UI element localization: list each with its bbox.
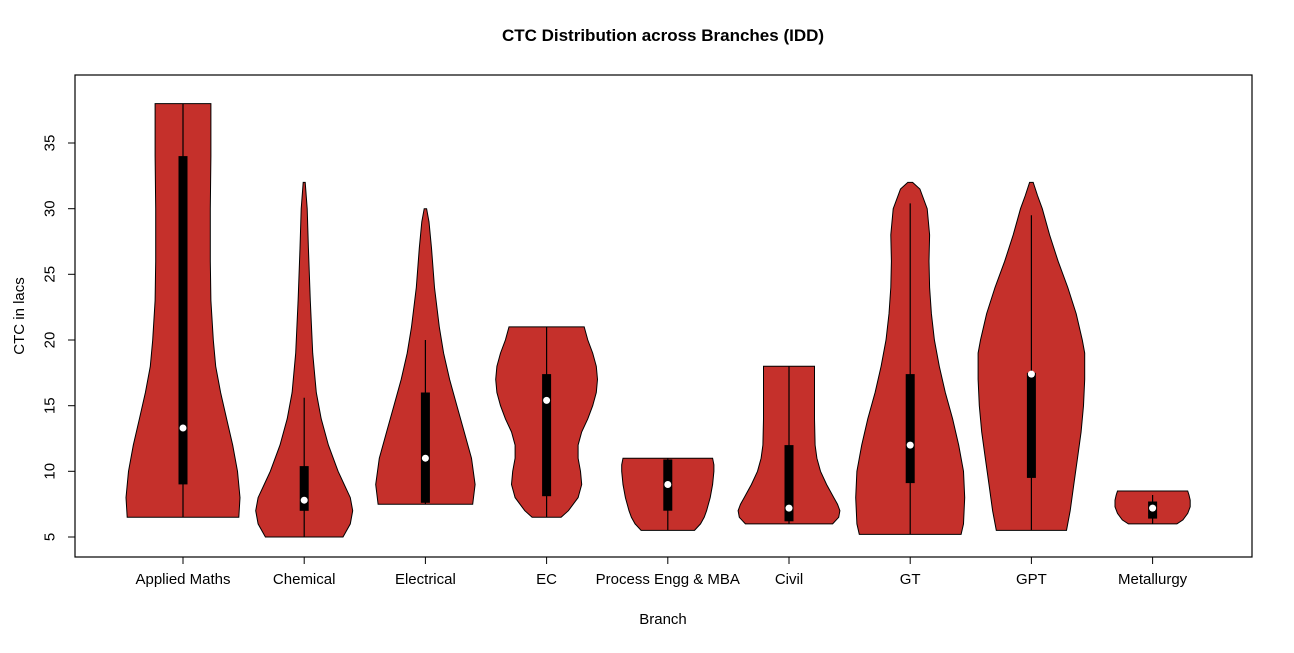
iqr-box-gpt bbox=[1026, 372, 1036, 478]
x-tick-label-civil: Civil bbox=[775, 571, 803, 588]
x-tick-label-gt: GT bbox=[900, 571, 921, 588]
median-dot-ec bbox=[543, 396, 551, 404]
median-dot-electrical bbox=[421, 454, 429, 462]
median-dot-gt bbox=[906, 441, 914, 449]
median-dot-applied-maths bbox=[179, 424, 187, 432]
y-tick-label-5: 5 bbox=[42, 533, 59, 541]
median-dot-civil bbox=[785, 504, 793, 512]
y-tick-label-10: 10 bbox=[42, 463, 59, 480]
x-tick-label-chemical: Chemical bbox=[273, 571, 336, 588]
plot-border bbox=[74, 74, 1253, 558]
iqr-box-ec bbox=[542, 374, 552, 497]
y-tick-label-35: 35 bbox=[42, 135, 59, 152]
x-tick-label-applied-maths: Applied Maths bbox=[135, 571, 230, 588]
iqr-box-applied-maths bbox=[178, 156, 188, 485]
x-tick-label-electrical: Electrical bbox=[395, 571, 456, 588]
median-dot-gpt bbox=[1027, 370, 1035, 378]
iqr-box-electrical bbox=[420, 392, 430, 503]
y-axis-title: CTC in lacs bbox=[11, 277, 28, 355]
y-tick-label-15: 15 bbox=[42, 397, 59, 414]
median-dot-process-engg-mba bbox=[664, 481, 672, 488]
violin-shape-chemical bbox=[255, 181, 354, 538]
iqr-box-gt bbox=[905, 374, 915, 484]
x-tick-label-gpt: GPT bbox=[1016, 571, 1047, 588]
iqr-box-chemical bbox=[299, 466, 309, 511]
plot-layer: Applied Maths Chemical Electrical EC Process… bbox=[42, 74, 1253, 588]
median-dot-chemical bbox=[300, 496, 308, 504]
chart-title: CTC Distribution across Branches (IDD) bbox=[502, 26, 824, 45]
y-tick-label-20: 20 bbox=[42, 332, 59, 349]
x-tick-label-metallurgy: Metallurgy bbox=[1118, 571, 1188, 588]
y-tick-label-25: 25 bbox=[42, 266, 59, 283]
x-axis-title: Branch bbox=[639, 611, 687, 628]
iqr-box-civil bbox=[784, 445, 794, 522]
x-tick-label-process-engg-mba: Process Engg & MBA bbox=[596, 571, 740, 588]
median-dot-metallurgy bbox=[1149, 504, 1157, 512]
y-tick-label-30: 30 bbox=[42, 200, 59, 217]
x-tick-label-ec: EC bbox=[536, 571, 557, 588]
